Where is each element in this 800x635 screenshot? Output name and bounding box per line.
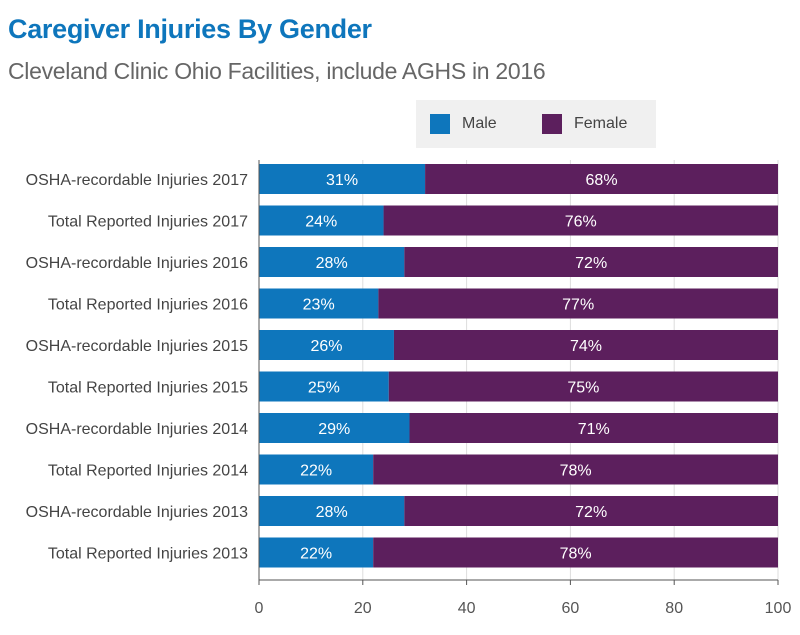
legend-label-female: Female [574,115,628,132]
chart-title: Caregiver Injuries By Gender [8,14,372,44]
category-label: Total Reported Injuries 2014 [48,463,248,480]
legend-label-male: Male [462,115,497,132]
bar-data-label-female: 68% [586,172,618,189]
bar-male [259,413,410,443]
category-label: Total Reported Injuries 2015 [48,380,248,397]
category-label: OSHA-recordable Injuries 2015 [26,338,248,355]
bar-data-label-female: 78% [560,546,592,563]
bar-data-label-male: 24% [305,214,337,231]
bar-data-label-male: 22% [300,463,332,480]
bar-data-label-female: 76% [565,214,597,231]
category-label: OSHA-recordable Injuries 2016 [26,255,248,272]
bar-data-label-female: 78% [560,463,592,480]
bar-male [259,496,405,526]
x-tick-label: 100 [765,600,792,617]
x-tick-label: 60 [562,600,580,617]
bar-data-label-male: 28% [316,255,348,272]
bar-male [259,205,384,236]
bar-male [259,247,405,277]
bar-data-label-female: 71% [578,421,610,438]
bar-female [388,371,778,402]
bar-male [259,330,394,360]
x-tick-label: 0 [255,600,264,617]
bar-female [393,330,778,360]
bar-male [259,371,389,402]
x-tick-label: 20 [354,600,372,617]
bar-female [425,164,778,194]
bar-data-label-male: 23% [303,297,335,314]
bar-male [259,454,374,485]
bar-data-label-female: 75% [567,380,599,397]
bar-data-label-female: 74% [570,338,602,355]
bar-female [404,496,778,526]
chart-legend: Male Female [416,100,656,148]
bar-data-label-female: 72% [575,504,607,521]
bar-female [378,288,778,319]
bar-female [373,537,778,568]
category-label: OSHA-recordable Injuries 2013 [26,504,248,521]
bar-male [259,288,379,319]
legend-swatch-male [430,114,450,134]
bar-female [409,413,778,443]
bar-data-label-male: 28% [316,504,348,521]
legend-swatch-female [542,114,562,134]
bar-data-label-male: 29% [318,421,350,438]
bar-data-label-male: 25% [308,380,340,397]
bar-male [259,164,426,194]
category-label: Total Reported Injuries 2017 [48,214,248,231]
bar-female [404,247,778,277]
category-label: Total Reported Injuries 2013 [48,546,248,563]
bar-data-label-male: 22% [300,546,332,563]
bar-female [373,454,778,485]
legend-item-male: Male [430,114,497,134]
bar-data-label-female: 77% [562,297,594,314]
category-label: Total Reported Injuries 2016 [48,297,248,314]
chart-subtitle: Cleveland Clinic Ohio Facilities, includ… [8,58,546,84]
bar-data-label-male: 26% [310,338,342,355]
bar-male [259,537,374,568]
category-label: OSHA-recordable Injuries 2014 [26,421,248,438]
category-label: OSHA-recordable Injuries 2017 [26,172,248,189]
bar-data-label-female: 72% [575,255,607,272]
legend-item-female: Female [542,114,627,134]
x-tick-label: 40 [458,600,476,617]
bar-female [383,205,778,236]
x-tick-label: 80 [665,600,683,617]
bar-data-label-male: 31% [326,172,358,189]
